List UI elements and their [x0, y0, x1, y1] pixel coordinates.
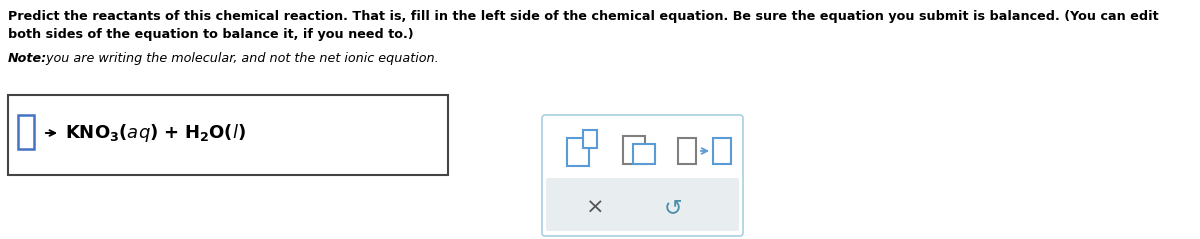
Bar: [568, 138, 589, 166]
Text: both sides of the equation to balance it, if you need to.): both sides of the equation to balance it…: [8, 28, 414, 41]
FancyBboxPatch shape: [546, 178, 739, 231]
Bar: [713, 138, 731, 164]
Bar: [18, 115, 34, 149]
Bar: [634, 144, 655, 164]
Bar: [623, 136, 646, 164]
Text: ↺: ↺: [664, 198, 683, 218]
Bar: [8, 95, 448, 175]
FancyBboxPatch shape: [542, 115, 743, 236]
Bar: [678, 138, 696, 164]
Text: you are writing the molecular, and not the net ionic equation.: you are writing the molecular, and not t…: [42, 52, 439, 65]
Text: $\mathbf{KNO_3}$$\mathbf{(}$$\mathit{aq}$$\mathbf{)}$ $\mathbf{+}$ $\mathbf{H_2O: $\mathbf{KNO_3}$$\mathbf{(}$$\mathit{aq}…: [65, 122, 246, 144]
Bar: [583, 130, 598, 148]
Text: Predict the reactants of this chemical reaction. That is, fill in the left side : Predict the reactants of this chemical r…: [8, 10, 1159, 23]
Text: Note:: Note:: [8, 52, 47, 65]
Text: ×: ×: [586, 198, 605, 218]
